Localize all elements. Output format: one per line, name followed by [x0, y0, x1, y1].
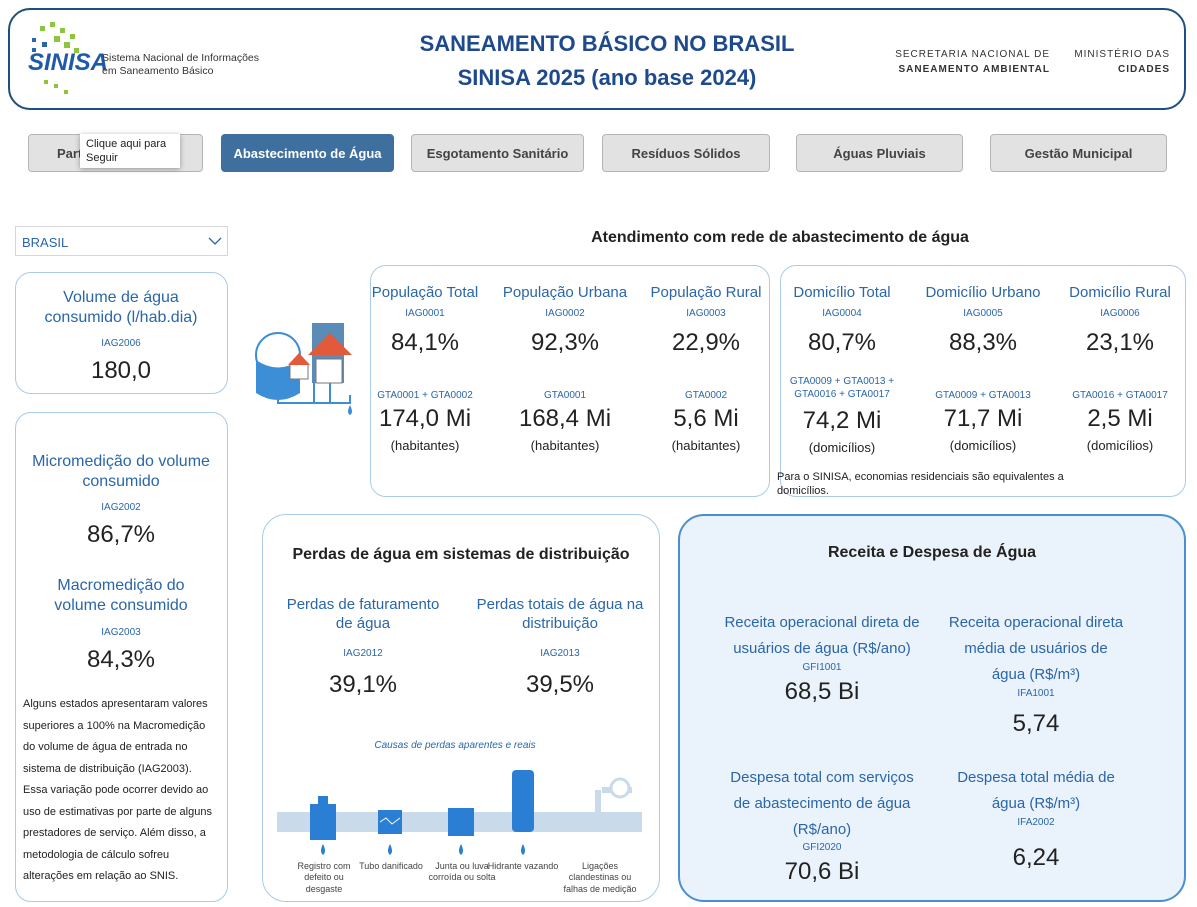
- page-title: SANEAMENTO BÁSICO NO BRASIL: [357, 30, 857, 58]
- metric-total: 168,4 Mi: [500, 404, 630, 434]
- metric-total: 5,6 Mi: [641, 404, 771, 434]
- metric-label: Perdas totais de água na distribuição: [475, 596, 645, 634]
- metric-label: Perdas de faturamento de água: [278, 596, 448, 634]
- note: Alguns estados apresentaram valores supe…: [23, 694, 219, 888]
- dashboard: SINISA Sistema Nacional de Informações e…: [0, 0, 1197, 907]
- metric-code: IAG0006: [1070, 308, 1170, 321]
- cause-label: Tubo danificado: [354, 861, 428, 872]
- metric-label: Volume de água consumido (l/hab.dia): [31, 288, 211, 328]
- metric-label: Domicílio Total: [772, 284, 912, 303]
- metric-value: 180,0: [46, 356, 196, 386]
- diagram-caption: Causas de perdas aparentes e reais: [325, 740, 585, 753]
- metric-source: GTA0001: [495, 390, 635, 403]
- metric-unit: (domicílios): [923, 438, 1043, 454]
- metric-total: 174,0 Mi: [360, 404, 490, 434]
- metric-label: Receita operacional direta de usuários d…: [722, 610, 922, 662]
- metric-unit: (habitantes): [646, 438, 766, 454]
- metric-value: 84,3%: [46, 645, 196, 675]
- metric-label: População Rural: [636, 284, 776, 303]
- receita-card: [678, 514, 1186, 902]
- metric-code: IFA2002: [986, 817, 1086, 830]
- logo: SINISA: [28, 48, 108, 78]
- nav-tab[interactable]: Águas Pluviais: [796, 134, 963, 172]
- section-title: Receita e Despesa de Água: [782, 543, 1082, 563]
- filter-value: BRASIL: [22, 235, 68, 251]
- metric-source: GTA0002: [636, 390, 776, 403]
- metric-value: 68,5 Bi: [757, 677, 887, 707]
- water-illustration: [250, 315, 365, 420]
- cause-label: Registro com defeito ou desgaste: [287, 861, 361, 895]
- footnote: Para o SINISA, economias residenciais sã…: [777, 471, 1117, 499]
- metric-unit: (domicílios): [782, 440, 902, 456]
- cause-label: Ligações clandestinas ou falhas de mediç…: [563, 861, 637, 895]
- secretaria: SECRETARIA NACIONAL DE: [880, 49, 1050, 62]
- nav-tab[interactable]: Resíduos Sólidos: [602, 134, 770, 172]
- metric-label: Despesa total média de água (R$/m³): [951, 765, 1121, 817]
- logo-subtitle: em Saneamento Básico: [102, 65, 213, 78]
- metric-source: GTA0009 + GTA0013 + GTA0016 + GTA0017: [783, 376, 901, 401]
- metric-unit: (domicílios): [1060, 438, 1180, 454]
- metric-unit: (habitantes): [365, 438, 485, 454]
- metric-code: IAG0001: [375, 308, 475, 321]
- metric-label: Domicílio Urbano: [913, 284, 1053, 303]
- logo-subtitle: Sistema Nacional de Informações: [102, 52, 259, 65]
- section-title: Perdas de água em sistemas de distribuiç…: [271, 545, 651, 565]
- metric-value: 22,9%: [641, 328, 771, 358]
- metric-code: IAG0005: [933, 308, 1033, 321]
- metric-code: IAG2003: [71, 627, 171, 640]
- metric-value: 80,7%: [777, 328, 907, 358]
- ministerio: MINISTÉRIO DAS: [1060, 49, 1170, 62]
- metric-source: GTA0001 + GTA0002: [355, 390, 495, 403]
- metric-value: 70,6 Bi: [757, 857, 887, 887]
- metric-code: IAG0002: [515, 308, 615, 321]
- metric-label: Receita operacional direta média de usuá…: [946, 610, 1126, 688]
- ministerio: CIDADES: [1060, 64, 1170, 77]
- metric-value: 5,74: [971, 709, 1101, 739]
- metric-label: População Urbana: [495, 284, 635, 303]
- metric-value: 84,1%: [360, 328, 490, 358]
- secretaria: SANEAMENTO AMBIENTAL: [880, 64, 1050, 77]
- pipe-diagram: [272, 760, 652, 860]
- metric-code: IAG0004: [792, 308, 892, 321]
- tooltip: Clique aqui para Seguir: [80, 134, 180, 168]
- chevron: [208, 236, 222, 246]
- metric-value: 86,7%: [46, 520, 196, 550]
- metric-code: GFI1001: [772, 662, 872, 675]
- cause-label: Hidrante vazando: [486, 861, 560, 872]
- metric-value: 92,3%: [500, 328, 630, 358]
- metric-value: 6,24: [971, 843, 1101, 873]
- metric-label: Macromedição do volume consumido: [31, 576, 211, 616]
- metric-total: 74,2 Mi: [777, 406, 907, 436]
- metric-code: IAG0003: [656, 308, 756, 321]
- metric-label: Despesa total com serviços de abastecime…: [722, 765, 922, 843]
- nav-tab[interactable]: Gestão Municipal: [990, 134, 1167, 172]
- metric-code: IAG2012: [313, 648, 413, 661]
- section-title: Atendimento com rede de abastecimento de…: [570, 228, 990, 248]
- metric-total: 2,5 Mi: [1055, 404, 1185, 434]
- metric-value: 88,3%: [918, 328, 1048, 358]
- metric-label: Micromedição do volume consumido: [31, 452, 211, 492]
- metric-unit: (habitantes): [505, 438, 625, 454]
- metric-source: GTA0016 + GTA0017: [1050, 390, 1190, 403]
- metric-code: IAG2002: [71, 502, 171, 515]
- metric-value: 39,5%: [495, 670, 625, 700]
- nav-tab[interactable]: Esgotamento Sanitário: [411, 134, 584, 172]
- metric-value: 39,1%: [298, 670, 428, 700]
- metric-label: Domicílio Rural: [1050, 284, 1190, 303]
- page-subtitle: SINISA 2025 (ano base 2024): [357, 64, 857, 92]
- metric-total: 71,7 Mi: [918, 404, 1048, 434]
- metric-code: IFA1001: [986, 688, 1086, 701]
- metric-code: GFI2020: [772, 842, 872, 855]
- metric-code: IAG2013: [510, 648, 610, 661]
- metric-code: IAG2006: [71, 338, 171, 351]
- metric-source: GTA0009 + GTA0013: [913, 390, 1053, 403]
- metric-value: 23,1%: [1055, 328, 1185, 358]
- metric-label: População Total: [355, 284, 495, 303]
- nav-tab[interactable]: Abastecimento de Água: [221, 134, 394, 172]
